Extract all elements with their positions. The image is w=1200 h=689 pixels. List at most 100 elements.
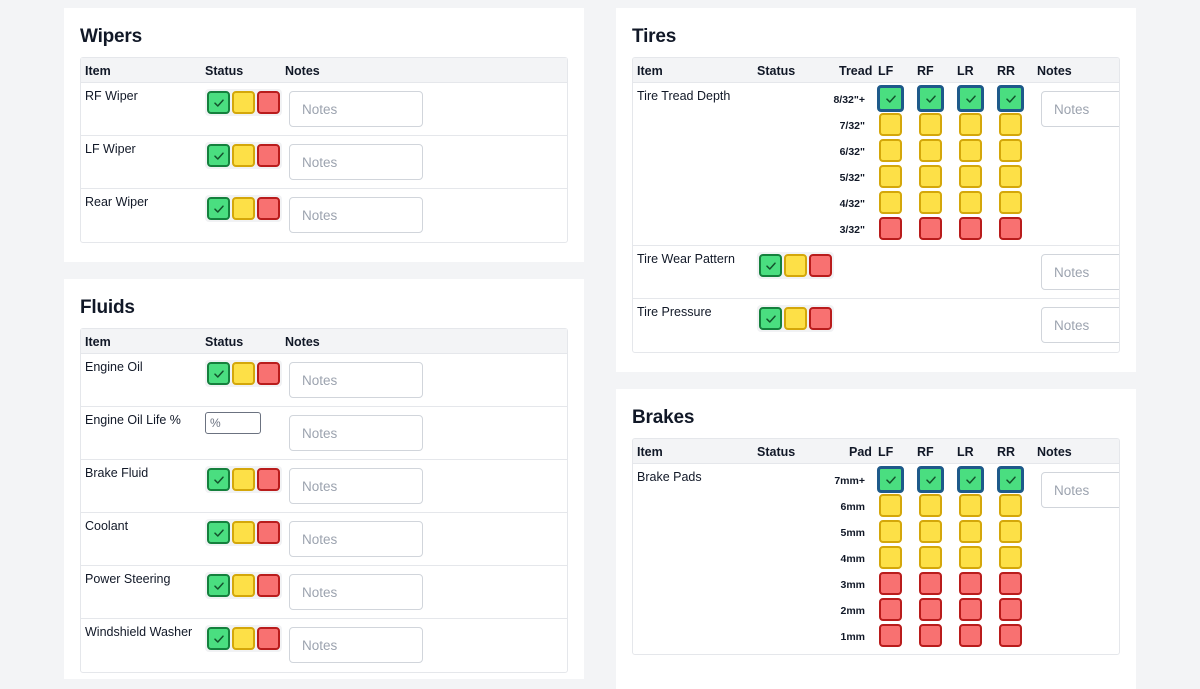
rf-level-button[interactable] — [917, 466, 944, 493]
brake-pads-notes-input[interactable] — [1041, 472, 1119, 508]
rr-level-button[interactable] — [999, 191, 1022, 214]
rr-level-button[interactable] — [999, 113, 1022, 136]
lr-level-button[interactable] — [959, 624, 982, 647]
lf-level-button[interactable] — [879, 520, 902, 543]
rf-level-button[interactable] — [919, 191, 942, 214]
rr-level-button[interactable] — [999, 572, 1022, 595]
lr-level-button[interactable] — [959, 546, 982, 569]
status-green-button[interactable] — [207, 362, 230, 385]
notes-input[interactable] — [289, 91, 423, 127]
lr-level-button[interactable] — [959, 113, 982, 136]
status-yellow-button[interactable] — [232, 197, 255, 220]
rf-level-button[interactable] — [919, 520, 942, 543]
status-red-button[interactable] — [257, 574, 280, 597]
status-red-button[interactable] — [257, 362, 280, 385]
rf-level-button[interactable] — [917, 85, 944, 112]
lf-level-button[interactable] — [879, 598, 902, 621]
lr-level-button[interactable] — [957, 85, 984, 112]
notes-input[interactable] — [289, 415, 423, 451]
lf-level-button[interactable] — [879, 139, 902, 162]
status-yellow-button[interactable] — [232, 521, 255, 544]
lf-level-button[interactable] — [877, 85, 904, 112]
lf-level-button[interactable] — [879, 624, 902, 647]
rf-level-button[interactable] — [919, 217, 942, 240]
status-green-button[interactable] — [759, 307, 782, 330]
status-red-button[interactable] — [257, 627, 280, 650]
status-green-button[interactable] — [207, 144, 230, 167]
status-green-button[interactable] — [207, 91, 230, 114]
status-yellow-button[interactable] — [232, 627, 255, 650]
lr-level-button[interactable] — [957, 466, 984, 493]
rr-level-button[interactable] — [999, 217, 1022, 240]
status-yellow-button[interactable] — [232, 144, 255, 167]
notes-input[interactable] — [289, 468, 423, 504]
lf-level-button[interactable] — [879, 546, 902, 569]
status-red-button[interactable] — [257, 521, 280, 544]
rf-level-button[interactable] — [919, 165, 942, 188]
rf-level-button[interactable] — [919, 494, 942, 517]
rr-level-button[interactable] — [999, 598, 1022, 621]
notes-input[interactable] — [289, 574, 423, 610]
rf-level-button[interactable] — [919, 598, 942, 621]
table-row: Engine Oil — [81, 354, 567, 407]
status-red-button[interactable] — [257, 91, 280, 114]
header-status: Status — [205, 64, 244, 78]
lr-level-button[interactable] — [959, 139, 982, 162]
table-row: Windshield Washer — [81, 619, 567, 672]
status-red-button[interactable] — [257, 197, 280, 220]
rr-level-button[interactable] — [999, 165, 1022, 188]
lr-level-button[interactable] — [959, 494, 982, 517]
status-green-button[interactable] — [207, 521, 230, 544]
status-green-button[interactable] — [207, 574, 230, 597]
lf-level-button[interactable] — [879, 494, 902, 517]
status-green-button[interactable] — [207, 468, 230, 491]
status-red-button[interactable] — [257, 468, 280, 491]
status-red-button[interactable] — [257, 144, 280, 167]
lr-level-button[interactable] — [959, 217, 982, 240]
status-green-button[interactable] — [207, 627, 230, 650]
lf-level-button[interactable] — [879, 217, 902, 240]
notes-input[interactable] — [1041, 307, 1119, 343]
rf-level-button[interactable] — [919, 572, 942, 595]
rr-level-button[interactable] — [999, 520, 1022, 543]
notes-input[interactable] — [289, 144, 423, 180]
status-yellow-button[interactable] — [784, 254, 807, 277]
rf-level-button[interactable] — [919, 139, 942, 162]
rr-level-button[interactable] — [999, 546, 1022, 569]
lf-level-button[interactable] — [879, 572, 902, 595]
rf-level-button[interactable] — [919, 113, 942, 136]
lr-level-button[interactable] — [959, 572, 982, 595]
lf-level-button[interactable] — [879, 191, 902, 214]
status-green-button[interactable] — [759, 254, 782, 277]
lr-level-button[interactable] — [959, 598, 982, 621]
lf-level-button[interactable] — [877, 466, 904, 493]
status-yellow-button[interactable] — [232, 574, 255, 597]
status-yellow-button[interactable] — [232, 91, 255, 114]
lr-level-button[interactable] — [959, 520, 982, 543]
status-yellow-button[interactable] — [232, 362, 255, 385]
percent-input[interactable] — [205, 412, 261, 434]
notes-input[interactable] — [289, 362, 423, 398]
rf-level-button[interactable] — [919, 624, 942, 647]
notes-input[interactable] — [289, 521, 423, 557]
status-yellow-button[interactable] — [232, 468, 255, 491]
status-yellow-button[interactable] — [784, 307, 807, 330]
rr-level-button[interactable] — [999, 494, 1022, 517]
lr-level-button[interactable] — [959, 191, 982, 214]
rr-level-button[interactable] — [999, 624, 1022, 647]
notes-input[interactable] — [289, 197, 423, 233]
status-red-button[interactable] — [809, 307, 832, 330]
lr-level-button[interactable] — [959, 165, 982, 188]
status-green-button[interactable] — [207, 197, 230, 220]
rf-level-button[interactable] — [919, 546, 942, 569]
check-icon — [965, 475, 976, 484]
tire-tread-notes-input[interactable] — [1041, 91, 1119, 127]
rr-level-button[interactable] — [997, 466, 1024, 493]
status-red-button[interactable] — [809, 254, 832, 277]
rr-level-button[interactable] — [997, 85, 1024, 112]
lf-level-button[interactable] — [879, 113, 902, 136]
lf-level-button[interactable] — [879, 165, 902, 188]
notes-input[interactable] — [289, 627, 423, 663]
rr-level-button[interactable] — [999, 139, 1022, 162]
notes-input[interactable] — [1041, 254, 1119, 290]
